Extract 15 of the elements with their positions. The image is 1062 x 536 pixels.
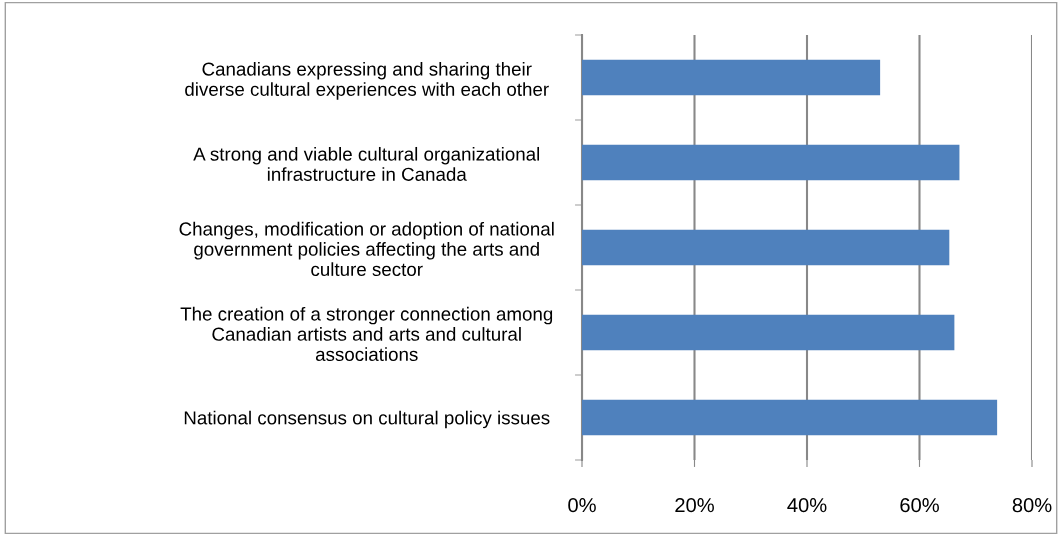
x-tick-label: 80%	[1012, 498, 1052, 513]
x-tick-label: 40%	[787, 498, 827, 513]
y-tick-label: National consensus on cultural policy issues	[184, 410, 550, 429]
y-tick-label: Changes, modification or adoption of national government policies affecting the arts and culture sector	[179, 221, 554, 277]
bar	[582, 229, 950, 266]
x-tick-label: 20%	[675, 498, 714, 513]
y-tick-label: Canadians expressing and sharing their diverse cultural experiences with each other	[185, 61, 549, 100]
y-tick-label: A strong and viable cultural organizational infrastructure in Canada	[193, 146, 540, 181]
bar	[582, 399, 998, 436]
x-tick-label: 60%	[900, 498, 939, 513]
y-tick-label: The creation of a stronger connection among Canadian artists and arts and cultural associations	[180, 306, 553, 362]
bar	[582, 59, 881, 96]
x-tick-label: 0%	[568, 498, 596, 513]
bar	[582, 144, 960, 181]
bar	[582, 314, 955, 351]
